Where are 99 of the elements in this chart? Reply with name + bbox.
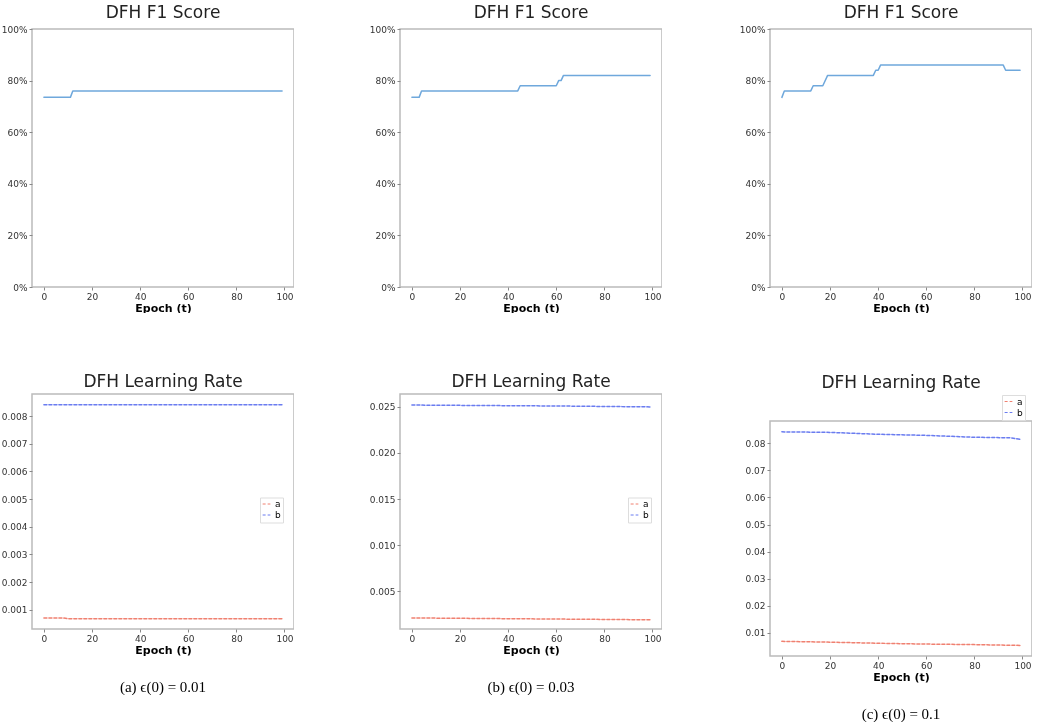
y-tick-label: 80% — [375, 76, 396, 87]
x-tick-label: 80 — [231, 633, 243, 644]
x-tick-label: 40 — [872, 660, 885, 671]
text: (b) ϵ(0) = 0.03 — [487, 679, 575, 696]
x-tick-label: 100 — [644, 291, 662, 302]
y-tick-label: 0.007 — [1, 439, 28, 450]
chart-title: DFH F1 Score — [473, 2, 589, 22]
y-tick-label: 40% — [375, 179, 396, 190]
y-tick-label: 0.03 — [745, 574, 766, 585]
line-series — [781, 431, 1021, 441]
legend-label: a — [1017, 396, 1023, 407]
y-tick-label: 0.005 — [369, 586, 396, 597]
x-tick-label: 80 — [599, 291, 611, 302]
y-tick-label: 100% — [739, 24, 766, 35]
x-tick-label: 40 — [872, 291, 885, 302]
y-tick-label: 0.01 — [745, 628, 766, 639]
x-tick-label: 60 — [551, 291, 563, 302]
x-tick-label: 80 — [599, 633, 611, 644]
x-tick-label: 20 — [86, 291, 99, 302]
y-tick-label: 40% — [745, 179, 766, 190]
legend-label: a — [275, 499, 281, 509]
y-tick-label: 0.06 — [745, 492, 766, 503]
legend-label: b — [275, 510, 281, 520]
chart-title: DFH Learning Rate — [451, 371, 611, 391]
y-tick-label: 20% — [7, 230, 28, 241]
y-tick-label: 0.08 — [745, 438, 766, 449]
y-tick-label: 0.015 — [369, 494, 396, 505]
x-tick-label: 80 — [231, 291, 243, 302]
y-tick-label: 0.005 — [1, 494, 28, 505]
x-tick-label: 100 — [1014, 660, 1032, 671]
x-tick-label: 40 — [134, 291, 147, 302]
y-tick-label: 80% — [745, 76, 766, 87]
x-tick-label: 100 — [276, 291, 294, 302]
x-tick-label: 0 — [409, 633, 416, 644]
y-tick-label: 20% — [745, 230, 766, 241]
y-tick-label: 60% — [375, 127, 396, 138]
x-axis-title: Epoch (t) — [135, 301, 192, 315]
y-tick-label: 0.008 — [1, 411, 28, 422]
x-tick-label: 40 — [502, 291, 515, 302]
line-series — [781, 64, 1021, 99]
text: (a) ϵ(0) = 0.01 — [119, 679, 207, 696]
y-tick-label: 0.003 — [1, 549, 28, 560]
y-tick-label: 100% — [369, 24, 396, 35]
y-tick-label: 0% — [13, 282, 28, 293]
text: (c) ϵ(0) = 0.1 — [861, 706, 941, 722]
x-tick-label: 20 — [824, 291, 837, 302]
line-series — [411, 74, 651, 99]
y-tick-label: 0.002 — [1, 577, 28, 588]
x-axis-title: Epoch (t) — [135, 643, 192, 657]
x-tick-label: 40 — [134, 633, 147, 644]
y-tick-label: 0.020 — [369, 448, 396, 459]
chart-title: DFH Learning Rate — [821, 371, 981, 392]
x-tick-label: 20 — [454, 291, 467, 302]
chart-title: DFH F1 Score — [843, 2, 959, 22]
x-tick-label: 60 — [921, 660, 933, 671]
y-tick-label: 0.025 — [369, 402, 396, 413]
x-tick-label: 0 — [409, 291, 416, 302]
x-tick-label: 40 — [502, 633, 515, 644]
x-axis-title: Epoch (t) — [873, 301, 930, 315]
x-axis-title: Epoch (t) — [503, 301, 560, 315]
y-tick-label: 100% — [1, 24, 28, 35]
x-axis-title: Epoch (t) — [873, 670, 930, 684]
x-tick-label: 100 — [1014, 291, 1032, 302]
y-tick-label: 60% — [745, 127, 766, 138]
legend-label: b — [643, 510, 649, 520]
x-tick-label: 20 — [824, 660, 837, 671]
y-tick-label: 40% — [7, 179, 28, 190]
y-tick-label: 80% — [7, 76, 28, 87]
legend-label: b — [1017, 407, 1023, 418]
x-tick-label: 0 — [779, 291, 786, 302]
y-tick-label: 0.010 — [369, 540, 396, 551]
x-tick-label: 60 — [183, 633, 195, 644]
x-tick-label: 60 — [551, 633, 563, 644]
chart-title: DFH Learning Rate — [83, 371, 243, 391]
y-tick-label: 0.07 — [745, 465, 766, 476]
y-tick-label: 20% — [375, 230, 396, 241]
x-tick-label: 80 — [969, 291, 981, 302]
x-tick-label: 0 — [41, 291, 48, 302]
chart-title: DFH F1 Score — [105, 2, 221, 22]
y-tick-label: 0% — [381, 282, 396, 293]
x-tick-label: 0 — [41, 633, 48, 644]
x-tick-label: 60 — [921, 291, 933, 302]
x-tick-label: 60 — [183, 291, 195, 302]
x-tick-label: 0 — [779, 660, 786, 671]
y-tick-label: 0.006 — [1, 466, 28, 477]
y-tick-label: 0% — [751, 282, 766, 293]
y-tick-label: 60% — [7, 127, 28, 138]
x-tick-label: 80 — [969, 660, 981, 671]
x-tick-label: 20 — [86, 633, 99, 644]
y-tick-label: 0.05 — [745, 520, 766, 531]
y-tick-label: 0.001 — [1, 605, 28, 616]
x-axis-title: Epoch (t) — [503, 643, 560, 657]
y-tick-label: 0.04 — [745, 547, 766, 558]
legend-label: a — [643, 499, 649, 509]
x-tick-label: 100 — [644, 633, 662, 644]
x-tick-label: 20 — [454, 633, 467, 644]
y-tick-label: 0.004 — [1, 522, 28, 533]
x-tick-label: 100 — [276, 633, 294, 644]
y-tick-label: 0.02 — [745, 601, 766, 612]
